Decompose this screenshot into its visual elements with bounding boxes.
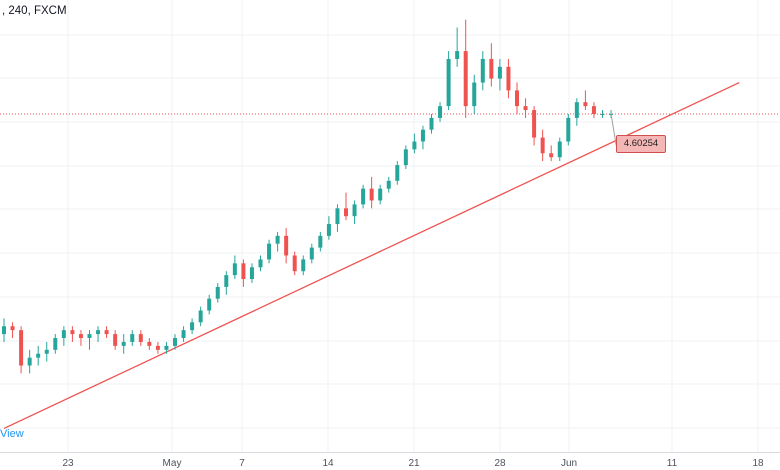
candle-body xyxy=(523,106,528,111)
candle-body xyxy=(591,106,596,114)
candle-body xyxy=(446,58,451,107)
candle-body xyxy=(207,298,212,311)
x-tick-label: 23 xyxy=(62,458,74,469)
candle-body xyxy=(2,326,6,335)
x-tick-label: 28 xyxy=(494,458,506,469)
candle-body xyxy=(224,275,229,287)
candle-body xyxy=(267,243,272,260)
candle-body xyxy=(540,137,545,154)
x-tick-label: 7 xyxy=(239,458,245,469)
candle-body xyxy=(480,58,485,83)
candle-body xyxy=(378,188,383,201)
candle-body xyxy=(198,310,203,323)
candle-body xyxy=(249,267,254,280)
x-tick-label: 11 xyxy=(667,458,678,469)
candle-body xyxy=(215,286,220,299)
candle-body xyxy=(36,353,41,358)
candle-body xyxy=(412,141,417,150)
x-tick-label: Jun xyxy=(561,458,577,469)
candle-body xyxy=(10,326,15,331)
candle-body xyxy=(70,330,75,335)
candle-body xyxy=(583,102,588,107)
candle-body xyxy=(386,180,391,189)
candle-body xyxy=(369,188,374,201)
candle-body xyxy=(258,259,263,268)
candle-body xyxy=(121,341,126,346)
tradingview-watermark: View xyxy=(0,428,24,440)
candle-body xyxy=(53,338,58,350)
candle-body xyxy=(301,259,306,272)
candle-body xyxy=(472,82,477,107)
candle-body xyxy=(241,263,246,280)
x-tick-label: 14 xyxy=(322,458,334,469)
candle-body xyxy=(232,263,237,276)
price-tag: 4.60254 xyxy=(616,135,666,153)
candle-body xyxy=(438,106,443,118)
candle-body xyxy=(463,51,468,107)
candle-body xyxy=(44,349,49,354)
candle-body xyxy=(326,224,331,236)
candle-body xyxy=(549,153,554,158)
candle-body xyxy=(515,90,519,107)
candle-body xyxy=(113,334,118,346)
candle-body xyxy=(284,235,289,256)
candle-body xyxy=(78,334,83,339)
candle-body xyxy=(155,345,160,350)
candle-body xyxy=(489,58,494,79)
x-tick-label: May xyxy=(163,458,182,469)
candle-body xyxy=(420,129,425,142)
candle-body xyxy=(138,334,143,342)
candle-body xyxy=(361,188,366,205)
candle-body xyxy=(335,208,340,225)
candle-body xyxy=(455,51,460,59)
candle-body xyxy=(574,102,579,118)
candle-body xyxy=(104,330,109,335)
x-tick-label: 18 xyxy=(752,458,764,469)
candle-body xyxy=(130,334,135,342)
candle-body xyxy=(309,247,314,260)
candle-body xyxy=(173,338,177,346)
candle-body xyxy=(19,330,24,366)
candle-body xyxy=(164,345,169,350)
candle-body xyxy=(532,110,537,138)
candle-body xyxy=(352,204,357,217)
symbol-label: , 240, FXCM xyxy=(2,5,67,17)
candle-body xyxy=(27,357,32,366)
candle-body xyxy=(275,235,280,244)
candle-body xyxy=(292,255,297,272)
candle-body xyxy=(344,208,348,217)
candle-body xyxy=(395,165,400,181)
candle-body xyxy=(61,330,66,339)
candle-body xyxy=(403,149,408,166)
candle-body xyxy=(190,322,195,331)
candle-body xyxy=(429,117,434,130)
candle-body xyxy=(506,66,511,91)
candle-body xyxy=(96,330,101,335)
candle-body xyxy=(318,235,323,248)
x-tick-label: 21 xyxy=(408,458,420,469)
candle-body xyxy=(147,341,152,346)
candle-body xyxy=(181,330,186,339)
candle-body xyxy=(87,334,92,339)
candle-body xyxy=(600,113,605,115)
candle-body xyxy=(566,117,571,142)
candle-body xyxy=(497,66,502,79)
candle-body xyxy=(557,141,562,158)
